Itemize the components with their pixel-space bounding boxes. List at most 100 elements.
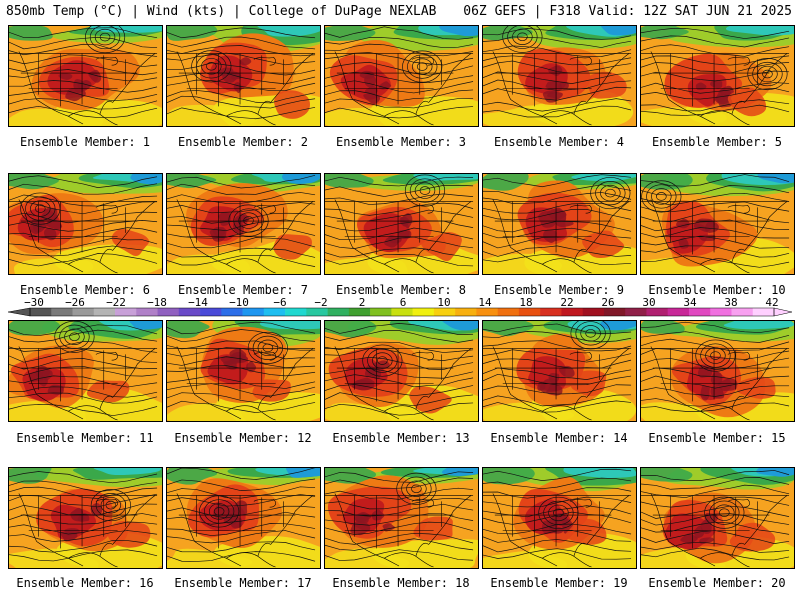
- colorbar-tick-label: 18: [519, 296, 533, 309]
- ensemble-member-label: Ensemble Member: 10: [648, 283, 786, 297]
- ensemble-member-label: Ensemble Member: 8: [335, 283, 467, 297]
- colorbar-tick-label: 2: [358, 296, 366, 309]
- colorbar-tick-label: 26: [601, 296, 615, 309]
- ensemble-map-10: [640, 173, 795, 275]
- colorbar-swatch: [221, 308, 243, 316]
- colorbar-swatch: [30, 308, 52, 316]
- colorbar-tick-label: −2: [314, 296, 328, 309]
- colorbar-swatch: [518, 308, 541, 316]
- ensemble-map-12: [166, 320, 321, 422]
- colorbar-tick-label: 38: [724, 296, 738, 309]
- ensemble-member-label: Ensemble Member: 12: [174, 431, 312, 445]
- ensemble-member-label: Ensemble Member: 5: [651, 135, 783, 149]
- ensemble-member-label: Ensemble Member: 17: [174, 576, 312, 590]
- colorbar-tick-label: −18: [147, 296, 167, 309]
- ensemble-member-label: Ensemble Member: 13: [332, 431, 470, 445]
- ensemble-map-3: [324, 25, 479, 127]
- colorbar-swatch: [455, 308, 477, 316]
- colorbar-max-arrow: [773, 307, 792, 317]
- colorbar-swatch: [263, 308, 286, 316]
- colorbar-tick-label: 34: [683, 296, 697, 309]
- colorbar-swatch: [391, 308, 413, 316]
- colorbar-tick-label: 30: [642, 296, 656, 309]
- colorbar-swatch: [72, 308, 95, 316]
- ensemble-member-label: Ensemble Member: 1: [19, 135, 151, 149]
- ensemble-member-label: Ensemble Member: 19: [490, 576, 628, 590]
- colorbar-swatch: [136, 308, 158, 316]
- ensemble-member-label: Ensemble Member: 2: [177, 135, 309, 149]
- colorbar-tick-label: −10: [229, 296, 249, 309]
- ensemble-map-5: [640, 25, 795, 127]
- temperature-colorbar: [8, 307, 792, 317]
- colorbar-swatch: [157, 308, 180, 316]
- colorbar-swatch: [93, 308, 116, 316]
- ensemble-member-label: Ensemble Member: 7: [177, 283, 309, 297]
- ensemble-member-label: Ensemble Member: 14: [490, 431, 628, 445]
- ensemble-member-label: Ensemble Member: 18: [332, 576, 470, 590]
- ensemble-member-label: Ensemble Member: 4: [493, 135, 625, 149]
- colorbar-tick-label: −26: [65, 296, 85, 309]
- ensemble-map-2: [166, 25, 321, 127]
- colorbar-swatch: [348, 308, 371, 316]
- ensemble-map-13: [324, 320, 479, 422]
- colorbar-swatch: [306, 308, 328, 316]
- colorbar-swatch: [285, 308, 307, 316]
- colorbar-tick-label: 14: [478, 296, 492, 309]
- ensemble-map-16: [8, 467, 163, 569]
- colorbar-tick-label: 22: [560, 296, 574, 309]
- colorbar-swatch: [710, 308, 732, 316]
- ensemble-member-label: Ensemble Member: 20: [648, 576, 786, 590]
- colorbar-swatch: [178, 308, 201, 316]
- ensemble-map-15: [640, 320, 795, 422]
- ensemble-map-20: [640, 467, 795, 569]
- ensemble-map-14: [482, 320, 637, 422]
- colorbar-swatch: [476, 308, 498, 316]
- colorbar-tick-label: 42: [765, 296, 779, 309]
- colorbar-swatch: [731, 308, 754, 316]
- map-title: 850mb Temp (°C) | Wind (kts) | College o…: [6, 4, 437, 19]
- colorbar-tick-label: −6: [273, 296, 287, 309]
- colorbar-swatch: [51, 308, 73, 316]
- colorbar-tick-label: −30: [24, 296, 44, 309]
- ensemble-map-8: [324, 173, 479, 275]
- colorbar-min-arrow: [8, 307, 31, 317]
- colorbar-swatch: [667, 308, 690, 316]
- ensemble-map-6: [8, 173, 163, 275]
- colorbar-swatch: [433, 308, 456, 316]
- colorbar-swatch: [242, 308, 265, 316]
- colorbar-swatch: [582, 308, 605, 316]
- colorbar-swatch: [646, 308, 669, 316]
- ensemble-member-label: Ensemble Member: 11: [16, 431, 154, 445]
- colorbar-tick-label: 10: [437, 296, 451, 309]
- ensemble-member-label: Ensemble Member: 6: [19, 283, 151, 297]
- colorbar-swatch: [327, 308, 350, 316]
- colorbar-swatch: [200, 308, 222, 316]
- ensemble-member-label: Ensemble Member: 16: [16, 576, 154, 590]
- colorbar-swatch: [625, 308, 647, 316]
- ensemble-map-7: [166, 173, 321, 275]
- colorbar-swatch: [115, 308, 137, 316]
- colorbar-swatch: [370, 308, 392, 316]
- colorbar-swatch: [540, 308, 562, 316]
- colorbar-swatch: [688, 308, 711, 316]
- ensemble-map-9: [482, 173, 637, 275]
- colorbar-tick-label: −14: [188, 296, 208, 309]
- colorbar-swatch: [752, 308, 775, 316]
- ensemble-map-4: [482, 25, 637, 127]
- ensemble-map-17: [166, 467, 321, 569]
- colorbar-swatch: [497, 308, 520, 316]
- ensemble-map-18: [324, 467, 479, 569]
- model-run-info: 06Z GEFS | F318 Valid: 12Z SAT JUN 21 20…: [463, 4, 792, 19]
- ensemble-map-1: [8, 25, 163, 127]
- colorbar-swatch: [603, 308, 626, 316]
- colorbar-tick-label: −22: [106, 296, 126, 309]
- colorbar-labels: −30 −26 −22 −18 −14 −10 −6 −2 2 6 10 14 18 22 26 30 34 38…: [8, 296, 792, 309]
- ensemble-map-11: [8, 320, 163, 422]
- colorbar-swatch: [412, 308, 435, 316]
- ensemble-member-label: Ensemble Member: 9: [493, 283, 625, 297]
- ensemble-member-label: Ensemble Member: 3: [335, 135, 467, 149]
- ensemble-member-label: Ensemble Member: 15: [648, 431, 786, 445]
- colorbar-swatch: [561, 308, 583, 316]
- ensemble-map-19: [482, 467, 637, 569]
- colorbar-tick-label: 6: [399, 296, 407, 309]
